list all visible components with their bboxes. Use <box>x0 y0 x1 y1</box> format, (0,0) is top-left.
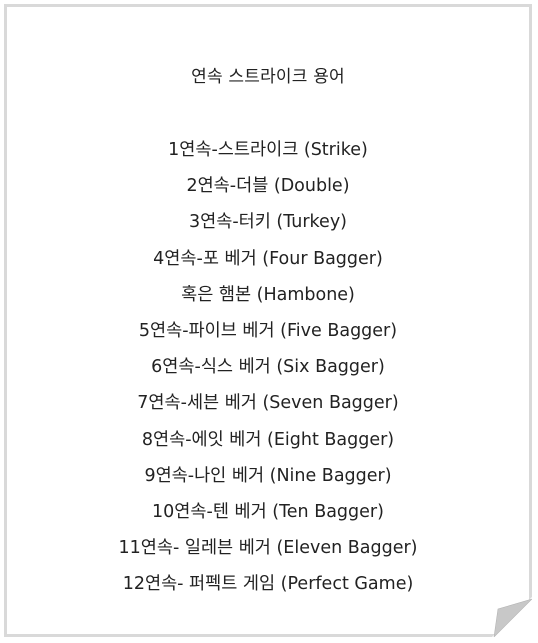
document-card: 연속 스트라이크 용어 1연속-스트라이크 (Strike) 2연속-더블 (D… <box>4 4 532 637</box>
term-line: 9연속-나인 베거 (Nine Bagger) <box>144 465 392 486</box>
term-line: 8연속-에잇 베거 (Eight Bagger) <box>141 429 395 450</box>
term-line: 1연속-스트라이크 (Strike) <box>168 140 368 160</box>
term-line: 5연속-파이브 베거 (Five Bagger) <box>138 320 398 341</box>
term-line: 혹은 햄본 (Hambone) <box>181 284 355 305</box>
term-list: 1연속-스트라이크 (Strike) 2연속-더블 (Double) 3연속-터… <box>7 132 529 602</box>
term-line: 10연속-텐 베거 (Ten Bagger) <box>152 501 384 522</box>
term-line: 11연속- 일레븐 베거 (Eleven Bagger) <box>118 538 418 559</box>
term-line: 6연속-식스 베거 (Six Bagger) <box>151 357 385 378</box>
document-title: 연속 스트라이크 용어 <box>191 67 345 87</box>
term-line: 12연속- 퍼펙트 게임 (Perfect Game) <box>122 574 414 595</box>
term-line: 4연속-포 베거 (Four Bagger) <box>153 248 383 269</box>
term-line: 7연속-세븐 베거 (Seven Bagger) <box>137 393 399 414</box>
term-line: 2연속-더블 (Double) <box>186 176 350 197</box>
term-line: 3연속-터키 (Turkey) <box>188 212 348 233</box>
page-curl-icon <box>492 597 532 637</box>
